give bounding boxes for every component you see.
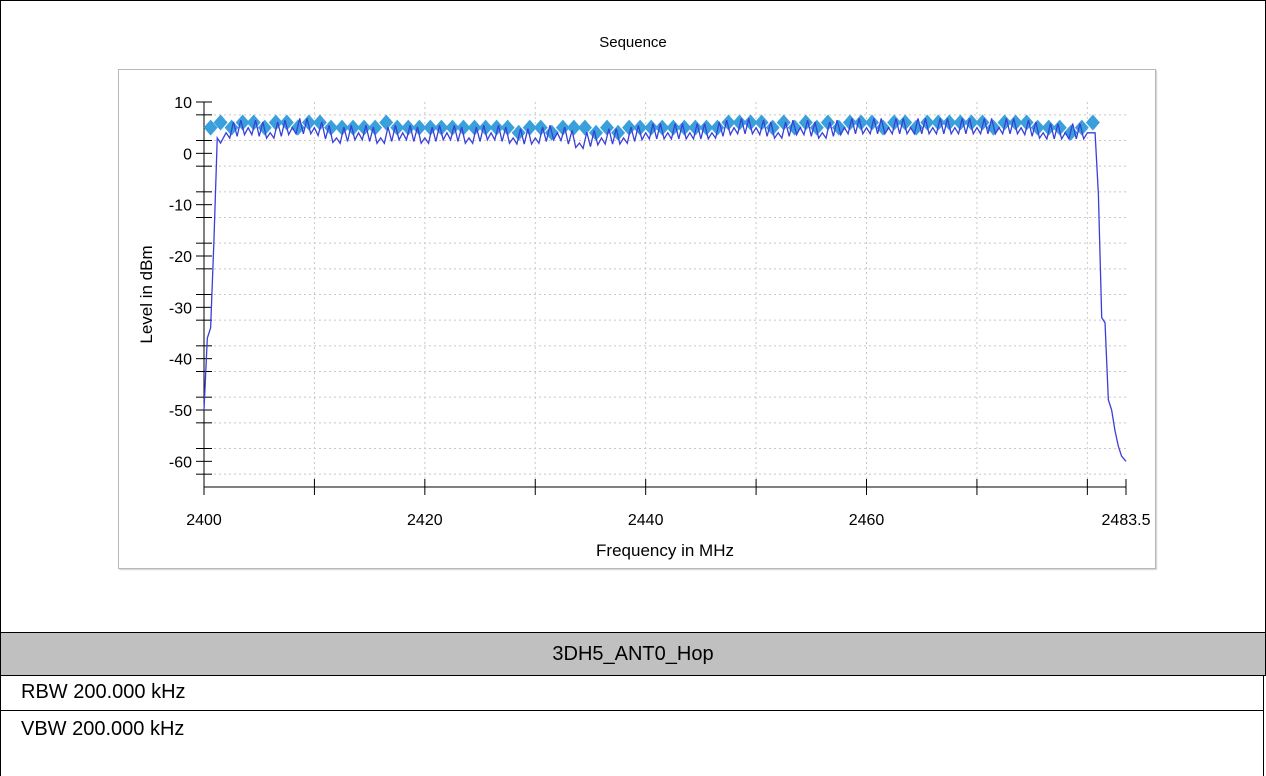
data-marker	[721, 114, 736, 131]
data-marker	[688, 119, 703, 136]
data-marker	[1041, 119, 1056, 136]
data-marker	[853, 114, 868, 131]
x-tick-label: 2420	[407, 512, 443, 529]
data-marker	[203, 119, 218, 136]
data-marker	[346, 119, 361, 136]
x-tick-label: 2440	[628, 512, 664, 529]
x-tick-label: 2400	[186, 512, 222, 529]
chart-title: Sequence	[599, 34, 667, 51]
data-marker	[1008, 114, 1023, 131]
data-marker	[898, 114, 913, 131]
data-marker	[666, 119, 681, 136]
data-marker	[268, 114, 283, 131]
data-marker	[1052, 119, 1067, 136]
y-tick-label: -60	[169, 454, 192, 471]
data-marker	[942, 114, 957, 131]
data-marker	[412, 119, 427, 136]
vbw-setting: VBW 200.000 kHz	[0, 711, 1264, 776]
data-marker	[743, 114, 758, 131]
data-marker	[434, 119, 449, 136]
test-caption: 3DH5_ANT0_Hop	[0, 632, 1266, 676]
data-marker	[335, 119, 350, 136]
data-marker	[478, 119, 493, 136]
data-marker	[555, 119, 570, 136]
data-marker	[622, 119, 637, 136]
y-tick-label: 10	[174, 95, 192, 112]
data-marker	[379, 114, 394, 131]
y-tick-label: 0	[183, 146, 192, 163]
data-marker	[677, 119, 692, 136]
data-marker	[533, 119, 548, 136]
data-marker	[644, 119, 659, 136]
data-marker	[953, 114, 968, 131]
data-marker	[1074, 119, 1089, 136]
data-marker	[312, 114, 327, 131]
data-marker	[301, 114, 316, 131]
data-marker	[246, 114, 261, 131]
data-marker	[887, 114, 902, 131]
y-tick-label: -50	[169, 403, 192, 420]
data-marker	[467, 119, 482, 136]
data-marker	[920, 114, 935, 131]
data-marker	[1019, 114, 1034, 131]
data-marker	[655, 119, 670, 136]
data-marker	[633, 119, 648, 136]
data-marker	[600, 119, 615, 136]
x-tick-label: 2483.5	[1102, 512, 1151, 529]
y-tick-label: -40	[169, 352, 192, 369]
data-marker	[754, 114, 769, 131]
data-marker	[401, 119, 416, 136]
x-tick-label: 2460	[849, 512, 885, 529]
data-marker	[522, 119, 537, 136]
data-marker	[964, 114, 979, 131]
trace-line	[203, 118, 1127, 462]
data-marker	[975, 114, 990, 131]
data-marker	[699, 119, 714, 136]
x-axis-title: Frequency in MHz	[596, 541, 734, 560]
data-marker	[489, 119, 504, 136]
data-marker	[357, 119, 372, 136]
data-marker	[500, 119, 515, 136]
data-marker	[235, 114, 250, 131]
data-marker	[390, 119, 405, 136]
y-tick-label: -10	[169, 198, 192, 215]
data-marker	[213, 114, 228, 131]
data-marker	[865, 114, 880, 131]
data-marker	[820, 114, 835, 131]
data-marker	[456, 119, 471, 136]
y-axis-title: Level in dBm	[137, 245, 156, 343]
data-marker	[323, 119, 338, 136]
data-marker	[842, 114, 857, 131]
data-marker	[445, 119, 460, 136]
data-marker	[423, 119, 438, 136]
y-tick-label: -20	[169, 249, 192, 266]
rbw-setting: RBW 200.000 kHz	[0, 675, 1264, 711]
data-marker	[1085, 114, 1100, 131]
data-marker	[566, 119, 581, 136]
data-marker	[279, 114, 294, 131]
data-marker	[776, 114, 791, 131]
data-marker	[577, 119, 592, 136]
spectrum-plot: 10 0 -10 -20 -30 -40 -50 -60 2400 2420 2440 2460 248…	[137, 95, 1151, 560]
y-tick-label: -30	[169, 300, 192, 317]
data-marker	[368, 119, 383, 136]
data-marker	[798, 114, 813, 131]
data-marker	[931, 114, 946, 131]
data-marker	[997, 114, 1012, 131]
data-marker	[732, 114, 747, 131]
